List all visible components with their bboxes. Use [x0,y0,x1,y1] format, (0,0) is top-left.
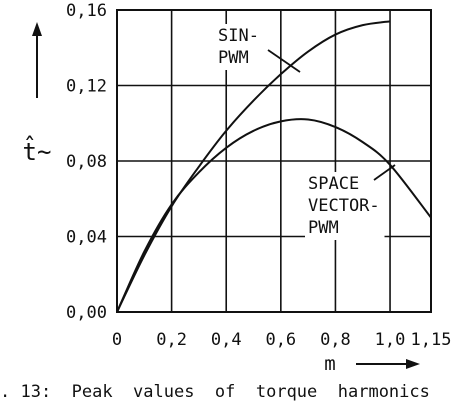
series-line-space-vector-pwm [116,118,432,313]
y-axis-label: t̂~ [23,22,52,166]
y-axis-title: t̂~ [23,135,52,166]
y-tick-label: 0,00 [66,303,107,323]
x-tick-label: 0,4 [211,330,242,350]
y-tick-label: 0,08 [66,152,107,172]
y-tick-labels: 0,00 0,04 0,08 0,12 0,16 [66,1,107,323]
series-line-sin-pwm [116,20,391,313]
series-lines [116,20,432,313]
x-axis-label: m [324,353,420,375]
y-tick-label: 0,16 [66,1,107,21]
figure-caption: . 13: Peak values of torque harmonics [0,382,430,402]
x-axis-title: m [324,353,335,375]
x-tick-label: 0,8 [320,330,351,350]
series-label-background [305,172,385,240]
y-tick-label: 0,04 [66,228,107,248]
series-label-line: PWM [308,218,339,238]
x-axis-arrow-head [406,359,420,369]
series-label-line: VECTOR- [308,196,380,216]
x-tick-label: 1,0 [375,330,406,350]
x-tick-label: 0,2 [156,330,187,350]
grid [117,10,431,312]
x-tick-label: 1,15 [411,330,452,350]
x-tick-labels: 0 0,2 0,4 0,6 0,8 1,0 1,15 [112,330,452,350]
x-tick-label: 0,6 [265,330,296,350]
plot-frame [116,9,432,313]
y-tick-label: 0,12 [66,77,107,97]
series-label-line: PWM [218,48,249,68]
series-label-background [215,24,263,70]
series-label-leader [373,164,396,181]
x-tick-label: 0 [112,330,122,350]
series-label-leader [267,49,301,73]
chart: 0 0,2 0,4 0,6 0,8 1,0 1,15 0,00 0,04 0,08 0,12 0,1… [23,1,452,375]
series-label-line: SIN- [218,26,259,46]
series-label-line: SPACE [308,174,359,194]
y-axis-arrow-head [32,22,42,36]
